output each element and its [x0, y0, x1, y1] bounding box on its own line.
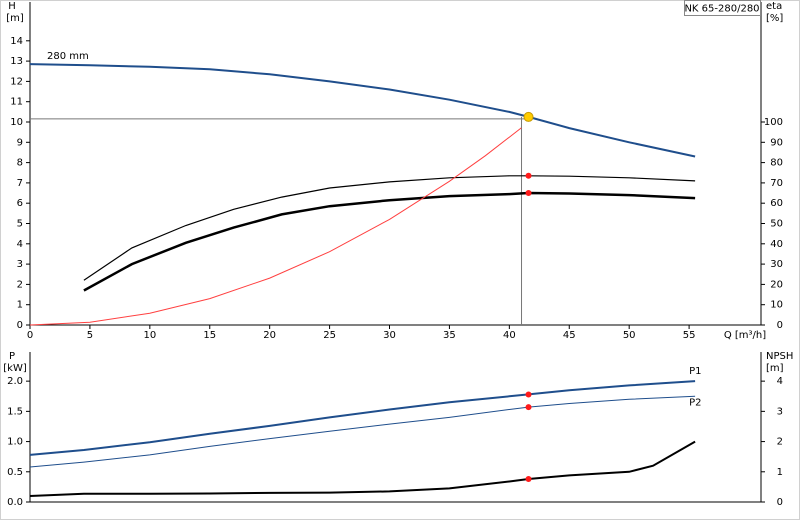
model-box [684, 0, 761, 16]
x-tick-label: 0 [27, 330, 33, 341]
x-tick-label: 15 [203, 330, 216, 341]
x-tick-label: 30 [383, 330, 396, 341]
duty-marker [525, 404, 532, 411]
y2-tick-label: 1 [777, 467, 783, 478]
y-tick-label: 0.5 [7, 467, 23, 478]
y2-tick-label: 100 [764, 117, 783, 128]
duty-marker [525, 190, 532, 197]
y-tick-label: 8 [17, 158, 23, 169]
x-tick-label: 45 [563, 330, 576, 341]
series-label: 280 mm [47, 51, 89, 62]
series-line [29, 127, 522, 326]
duty-marker [525, 476, 532, 483]
x-tick-label: 20 [263, 330, 276, 341]
y2-tick-label: 50 [770, 219, 783, 230]
series-line [29, 380, 696, 456]
series-label: P1 [689, 366, 701, 377]
y2-axis-unit: [m] [766, 363, 784, 374]
y-tick-label: 10 [10, 117, 23, 128]
series-line [29, 440, 696, 497]
x-axis-label: Q [m³/h] [724, 330, 766, 341]
y-tick-label: 12 [10, 76, 23, 87]
series-label: P2 [689, 397, 701, 408]
model-label: NK 65-280/280 [684, 4, 759, 15]
series-line [83, 191, 696, 292]
x-tick-label: 10 [143, 330, 156, 341]
y-tick-label: 14 [10, 36, 23, 47]
y2-tick-label: 3 [777, 406, 783, 417]
y2-tick-label: 90 [770, 137, 783, 148]
y-axis-unit: [m] [6, 13, 24, 24]
series-line [29, 63, 696, 158]
y2-tick-label: 70 [770, 178, 783, 189]
y2-tick-label: 2 [777, 437, 783, 448]
series-line [83, 175, 696, 281]
y2-tick-label: 60 [770, 198, 783, 209]
y2-tick-label: 30 [770, 259, 783, 270]
x-tick-label: 50 [623, 330, 636, 341]
duty-marker [525, 172, 532, 179]
y-tick-label: 5 [17, 219, 23, 230]
y-tick-label: 1.0 [7, 437, 23, 448]
y2-axis-label: eta [766, 1, 782, 12]
y2-tick-label: 80 [770, 158, 783, 169]
y-axis-unit: [kW] [3, 363, 27, 374]
y-tick-label: 6 [17, 198, 23, 209]
y2-axis-unit: [%] [766, 13, 783, 24]
y-axis-label: P [9, 351, 15, 362]
y2-tick-label: 4 [777, 376, 783, 387]
y2-tick-label: 20 [770, 279, 783, 290]
y-tick-label: 13 [10, 56, 23, 67]
y2-tick-label: 0 [777, 497, 783, 508]
y-tick-label: 7 [17, 178, 23, 189]
duty-marker [525, 391, 532, 398]
y-axis-label: H [8, 1, 16, 12]
y-tick-label: 0.0 [7, 497, 23, 508]
y-tick-label: 2 [17, 279, 23, 290]
y2-tick-label: 40 [770, 239, 783, 250]
y-tick-label: 1 [17, 300, 23, 311]
y2-axis-label: NPSH [766, 351, 793, 362]
y-tick-label: 4 [17, 239, 23, 250]
x-tick-label: 5 [87, 330, 93, 341]
series-line [29, 395, 696, 468]
y-tick-label: 0 [17, 320, 23, 331]
y-tick-label: 11 [10, 97, 23, 108]
duty-point [523, 111, 534, 122]
x-tick-label: 35 [443, 330, 456, 341]
y-tick-label: 2.0 [7, 376, 23, 387]
y2-tick-label: 10 [770, 300, 783, 311]
y2-tick-label: 0 [777, 320, 783, 331]
x-tick-label: 25 [323, 330, 336, 341]
x-tick-label: 40 [503, 330, 516, 341]
x-tick-label: 55 [683, 330, 696, 341]
y-tick-label: 3 [17, 259, 23, 270]
y-tick-label: 9 [17, 137, 23, 148]
y-tick-label: 1.5 [7, 406, 23, 417]
